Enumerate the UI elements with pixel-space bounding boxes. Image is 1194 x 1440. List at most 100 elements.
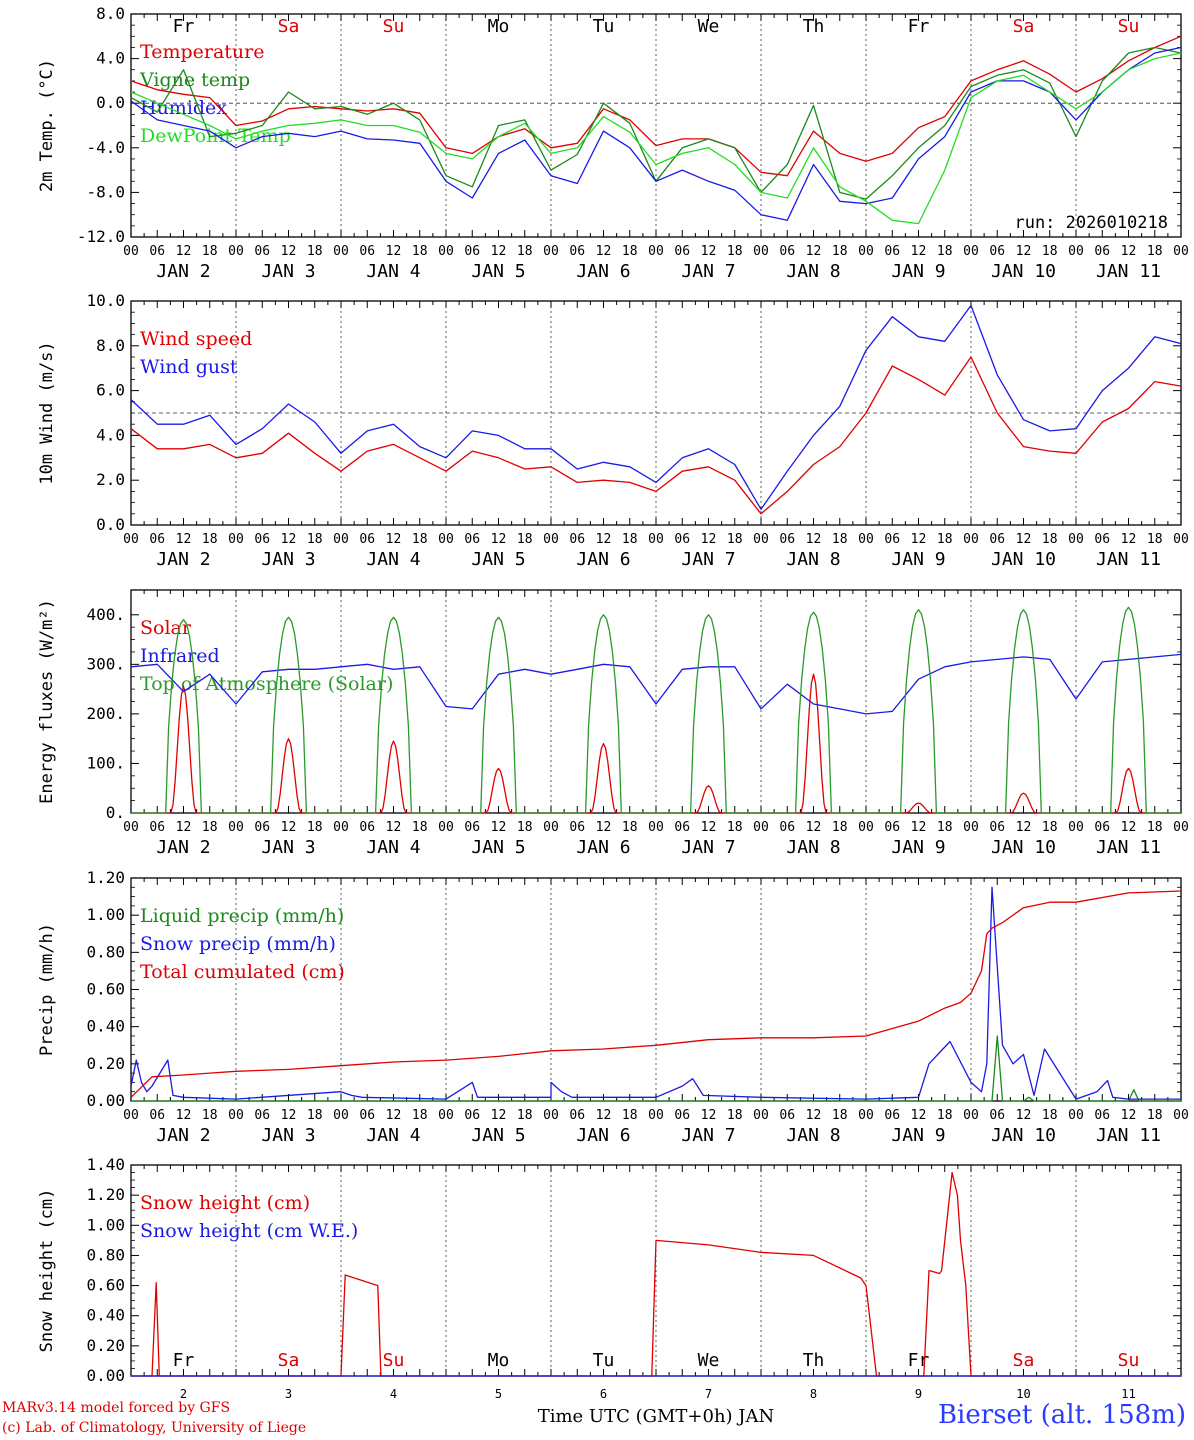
legend-entry: Humidex [140, 97, 227, 119]
hour-tick-label: 06 [359, 1108, 375, 1123]
hour-tick-label: 18 [1042, 532, 1058, 547]
hour-tick-label: 06 [779, 532, 795, 547]
y-tick-label: 0.20 [86, 1054, 125, 1073]
hour-tick-label: 18 [832, 532, 848, 547]
day-label: Su [383, 16, 405, 37]
hour-tick-label: 06 [464, 1108, 480, 1123]
day-label: We [698, 1350, 720, 1371]
y-tick-label: 1.20 [86, 1185, 125, 1204]
y-tick-label: 0.00 [86, 1091, 125, 1110]
hour-tick-label: 12 [176, 820, 192, 835]
hour-tick-label: 12 [596, 1108, 612, 1123]
date-label: JAN 8 [786, 261, 840, 282]
hour-tick-label: 00 [753, 532, 769, 547]
hour-tick-label: 06 [989, 1108, 1005, 1123]
hour-tick-label: 12 [596, 244, 612, 259]
hour-tick-label: 00 [123, 1108, 139, 1123]
legend-entry: Vigne temp [139, 69, 250, 91]
legend-entry: Snow height (cm) [140, 1192, 310, 1214]
hour-tick-label: 18 [412, 244, 428, 259]
hour-tick-label: 12 [911, 244, 927, 259]
hour-tick-label: 18 [412, 820, 428, 835]
legend-entry: Wind speed [140, 328, 252, 350]
date-label: JAN 10 [991, 837, 1056, 858]
hour-tick-label: 00 [228, 244, 244, 259]
date-label: JAN 5 [471, 1125, 525, 1146]
series-line-snow-precip-mm-h- [130, 886, 1181, 1100]
hour-tick-label: 12 [911, 1108, 927, 1123]
hour-tick-label: 12 [596, 820, 612, 835]
date-label: JAN 9 [891, 549, 945, 570]
hour-tick-label: 18 [937, 820, 953, 835]
hour-tick-label: 06 [884, 1108, 900, 1123]
hour-tick-label: 18 [832, 1108, 848, 1123]
date-label: JAN 2 [156, 837, 210, 858]
hour-tick-label: 12 [176, 1108, 192, 1123]
hour-tick-label: 00 [333, 244, 349, 259]
hour-tick-label: 18 [307, 1108, 323, 1123]
hour-tick-label: 06 [989, 820, 1005, 835]
day-number-label: 10 [1016, 1387, 1030, 1401]
hour-tick-label: 18 [622, 532, 638, 547]
date-label: JAN 7 [681, 1125, 735, 1146]
y-tick-label: 0.00 [86, 1366, 125, 1385]
x-axis-title: Time UTC (GMT+0h) JAN [538, 1406, 775, 1427]
day-label: Tu [593, 16, 615, 37]
legend-entry: Snow height (cm W.E.) [140, 1220, 358, 1242]
y-tick-label: 0.40 [86, 1306, 125, 1325]
footer-model-credit: MARv3.14 model forced by GFS [2, 1400, 231, 1416]
date-label: JAN 5 [471, 837, 525, 858]
hour-tick-label: 06 [779, 820, 795, 835]
y-tick-label: 0.20 [86, 1336, 125, 1355]
date-label: JAN 8 [786, 549, 840, 570]
date-label: JAN 10 [991, 261, 1056, 282]
hour-tick-label: 18 [937, 244, 953, 259]
hour-tick-label: 18 [727, 244, 743, 259]
hour-tick-label: 18 [412, 1108, 428, 1123]
day-label: Fr [908, 1350, 930, 1371]
hour-tick-label: 06 [254, 1108, 270, 1123]
hour-tick-label: 00 [543, 244, 559, 259]
date-label: JAN 11 [1096, 837, 1161, 858]
legend-entry: Liquid precip (mm/h) [140, 905, 344, 927]
hour-tick-label: 00 [1068, 532, 1084, 547]
y-tick-label: 1.20 [86, 868, 125, 887]
hour-tick-label: 00 [1173, 1108, 1189, 1123]
y-tick-label: 0.60 [86, 1276, 125, 1295]
series-line-temperature [130, 35, 1182, 177]
y-tick-label: 0.80 [86, 942, 125, 961]
hour-tick-label: 12 [1121, 532, 1137, 547]
hour-tick-label: 12 [701, 820, 717, 835]
hour-tick-label: 18 [1147, 244, 1163, 259]
hour-tick-label: 00 [753, 820, 769, 835]
y-tick-label: 400. [86, 605, 125, 624]
hour-tick-label: 06 [149, 820, 165, 835]
date-label: JAN 4 [366, 1125, 420, 1146]
hour-tick-label: 18 [307, 244, 323, 259]
hour-tick-label: 06 [149, 244, 165, 259]
series-line-humidex [130, 46, 1182, 221]
hour-tick-label: 18 [832, 244, 848, 259]
day-label: Fr [908, 16, 930, 37]
panel-precip: 0.00 0.20 0.40 0.60 0.80 1.00 1.20 Precip (mm/h… [37, 868, 1189, 1146]
day-number-label: 3 [285, 1387, 292, 1401]
hour-tick-label: 18 [517, 1108, 533, 1123]
hour-tick-label: 18 [1147, 1108, 1163, 1123]
hour-tick-label: 00 [1173, 244, 1189, 259]
hour-tick-label: 06 [464, 820, 480, 835]
hour-tick-label: 12 [806, 820, 822, 835]
hour-tick-label: 12 [911, 532, 927, 547]
hour-tick-label: 00 [858, 1108, 874, 1123]
hour-tick-label: 12 [386, 244, 402, 259]
day-label: Mo [488, 16, 510, 37]
hour-tick-label: 12 [386, 532, 402, 547]
day-label: Mo [488, 1350, 510, 1371]
day-label: Fr [173, 16, 195, 37]
hour-tick-label: 00 [1068, 820, 1084, 835]
hour-tick-label: 06 [674, 820, 690, 835]
hour-tick-label: 06 [359, 820, 375, 835]
y-axis-title: Precip (mm/h) [37, 923, 57, 1056]
date-label: JAN 7 [681, 837, 735, 858]
y-tick-label: 300. [86, 654, 125, 673]
date-label: JAN 6 [576, 1125, 630, 1146]
